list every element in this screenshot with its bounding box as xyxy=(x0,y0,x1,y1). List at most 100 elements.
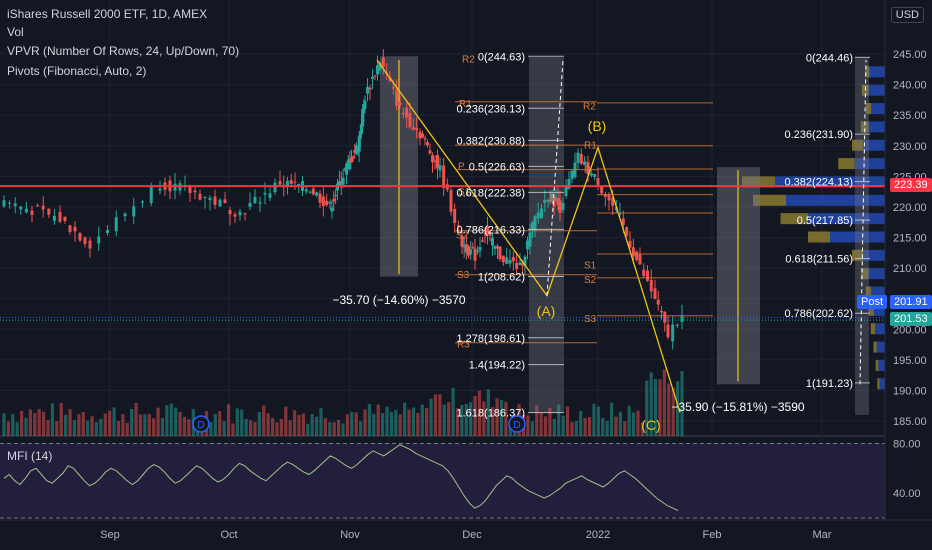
candle-body xyxy=(363,100,367,109)
volume-bar xyxy=(138,414,143,436)
candle-body xyxy=(218,199,222,207)
currency-button[interactable]: USD xyxy=(890,7,924,23)
candle-body xyxy=(304,189,308,192)
legend-mfi[interactable]: MFI (14) xyxy=(7,449,53,463)
volume-bar xyxy=(301,413,305,436)
candle-body xyxy=(401,113,405,115)
volume-bar xyxy=(649,372,653,436)
candle-body xyxy=(223,199,227,204)
volume-bar xyxy=(592,403,596,436)
vpvr-down-bar xyxy=(852,139,863,151)
vpvr-down-bar xyxy=(868,304,874,316)
vpvr-up-bar xyxy=(875,323,885,335)
volume-bar xyxy=(143,414,147,436)
legend-vol[interactable]: Vol xyxy=(7,25,24,39)
pivot-label: S2 xyxy=(456,230,469,241)
candle-body xyxy=(438,165,442,171)
volume-bar xyxy=(94,422,99,436)
post-price-badge: 201.91 xyxy=(890,295,932,309)
volume-bar xyxy=(240,409,244,436)
candle-body xyxy=(97,236,101,244)
volume-bar xyxy=(152,418,156,436)
last-price-badge: 201.53 xyxy=(890,312,932,326)
candle-body xyxy=(526,240,529,250)
vpvr-up-bar xyxy=(830,231,885,243)
candle-body xyxy=(88,240,92,249)
volume-bar xyxy=(165,405,169,436)
vpvr-up-bar xyxy=(879,378,885,390)
fib-level-label: 1.278(198.61) xyxy=(457,333,526,345)
candle-body xyxy=(536,212,540,219)
volume-bar xyxy=(33,413,37,436)
volume-bar xyxy=(526,415,530,436)
volume-bar xyxy=(614,416,618,436)
candle-body xyxy=(238,211,242,216)
candle-body xyxy=(278,181,282,185)
volume-bar xyxy=(389,412,394,436)
candle-body xyxy=(469,249,473,255)
legend-vpvr[interactable]: VPVR (Number Of Rows, 24, Up/Down, 70) xyxy=(7,44,240,58)
candle-body xyxy=(351,156,355,159)
candle-body xyxy=(149,186,153,204)
candle-body xyxy=(350,157,353,163)
candle-body xyxy=(511,256,515,262)
mfi-line xyxy=(3,444,679,511)
volume-bar xyxy=(2,413,6,436)
candle-body xyxy=(464,244,468,253)
price-tick-label: 235.00 xyxy=(893,110,927,122)
candle-body xyxy=(78,233,82,241)
dividend-marker xyxy=(192,415,210,433)
candle-body xyxy=(611,197,615,206)
volume-bar xyxy=(398,414,402,436)
price-tick-label: 210.00 xyxy=(893,263,927,275)
volume-bar xyxy=(499,400,504,436)
volume-bar xyxy=(77,414,81,436)
candle-body xyxy=(233,214,237,217)
wave-label: (A) xyxy=(537,303,556,319)
volume-bar xyxy=(156,407,160,436)
candle-body xyxy=(467,246,470,256)
candle-body xyxy=(481,240,484,242)
candle-body xyxy=(488,232,492,236)
vpvr-up-bar xyxy=(808,213,885,225)
pivot-label: R1 xyxy=(584,141,597,152)
volume-bar xyxy=(381,413,385,436)
volume-bar xyxy=(455,408,460,436)
volume-bar xyxy=(535,405,539,436)
candle-body xyxy=(318,193,322,203)
volume-bar xyxy=(226,404,231,436)
volume-bar xyxy=(231,423,235,436)
fib-level-label: 0.786(216.33) xyxy=(457,224,526,236)
candle-body xyxy=(63,216,67,222)
candle-body xyxy=(398,101,402,106)
volume-bar xyxy=(495,398,499,436)
candle-body xyxy=(19,206,23,210)
pivot-label: P xyxy=(584,165,591,176)
candle-body xyxy=(631,247,635,257)
volume-bar xyxy=(367,404,372,436)
candle-body xyxy=(483,233,487,235)
volume-bar xyxy=(671,387,675,436)
volume-bar xyxy=(178,411,182,436)
candle-body xyxy=(52,215,56,221)
candle-body xyxy=(173,183,177,191)
volume-bar xyxy=(46,420,50,436)
candle-body xyxy=(366,87,369,94)
legend-pivots[interactable]: Pivots (Fibonacci, Auto, 2) xyxy=(7,64,147,78)
fib-level-label: 1(191.23) xyxy=(806,378,853,390)
vpvr-down-bar xyxy=(780,213,808,225)
volume-bar xyxy=(11,414,15,436)
volume-bar xyxy=(345,414,350,436)
candle-body xyxy=(198,193,202,200)
volume-bar xyxy=(354,412,358,436)
volume-bar xyxy=(403,402,407,436)
volume-bar xyxy=(147,414,151,436)
vpvr-down-bar xyxy=(808,231,830,243)
volume-bar xyxy=(451,387,455,436)
candle-body xyxy=(508,259,512,264)
symbol-title[interactable]: iShares Russell 2000 ETF, 1D, AMEX xyxy=(7,7,208,21)
candle-body xyxy=(358,131,362,139)
vpvr-up-bar xyxy=(868,268,885,280)
candle-body xyxy=(426,142,429,146)
